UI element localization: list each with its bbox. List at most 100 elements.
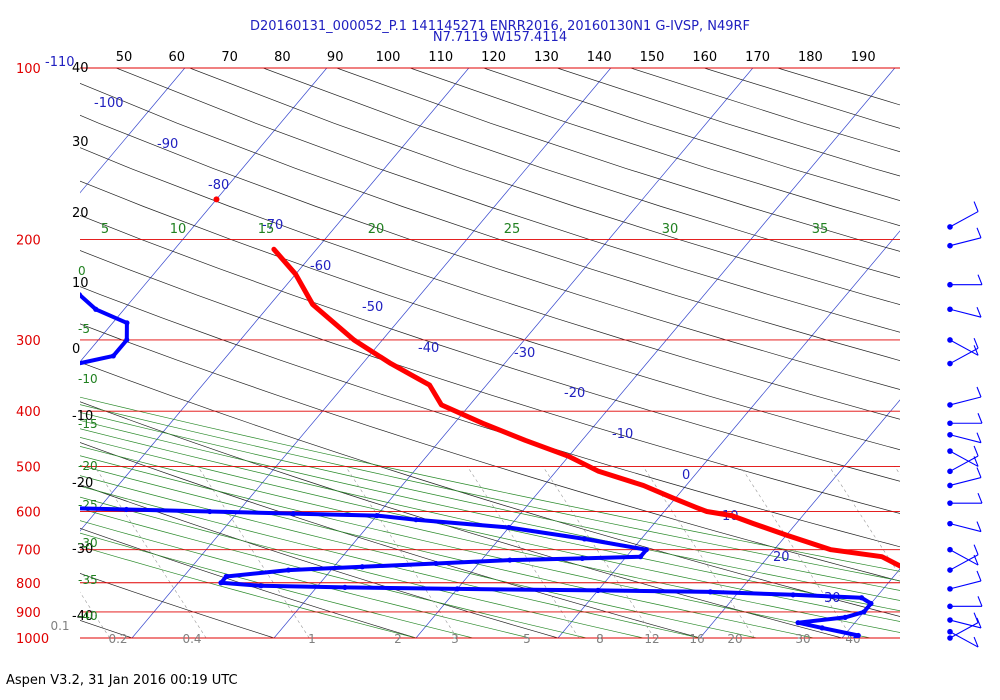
dry-adiabat-line — [80, 114, 900, 390]
mixing-ratio-label: 3 — [451, 632, 459, 646]
dewpoint-profile-line — [80, 292, 873, 638]
isotherm-label: -40 — [418, 341, 439, 356]
isotherm-line — [273, 68, 754, 638]
dewpoint-point — [454, 586, 460, 592]
mixing-ratio-line — [542, 466, 655, 638]
moist-adiabat-line — [80, 532, 473, 638]
left-temp-label: 20 — [72, 206, 89, 221]
wind-barb-flag — [973, 636, 979, 648]
chart-title-line-1: D20160131_000052_P.1 141145271 ENRR2016,… — [250, 19, 750, 34]
moist-adiabat-label: 10 — [170, 222, 187, 237]
moist-adiabat-line — [80, 520, 530, 638]
moist-adiabat-label: 30 — [662, 222, 679, 237]
moist-adiabat-label: 35 — [812, 222, 829, 237]
isotherm-label: 0 — [682, 468, 690, 483]
wind-barbs — [947, 201, 983, 648]
isotherm-label: -90 — [157, 137, 178, 152]
left-temp-label: -40 — [72, 609, 93, 624]
wind-barb-staff — [949, 237, 982, 247]
moist-adiabat-label: 5 — [101, 222, 109, 237]
wind-barb-flag — [977, 413, 983, 424]
wind-barb-flag — [973, 338, 979, 349]
left-temp-label: 0 — [72, 342, 80, 357]
dewpoint-point — [290, 511, 296, 517]
top-temp-label: 50 — [116, 50, 133, 65]
isotherm-label: -50 — [362, 300, 383, 315]
wind-barb-flag — [976, 227, 982, 238]
dewpoint-point — [93, 306, 99, 312]
moist-adiabat-line — [80, 545, 417, 638]
wind-barb-flag — [973, 201, 979, 212]
wind-barb-flag — [976, 306, 982, 318]
wind-barb-flag — [977, 596, 983, 607]
dry-adiabat-label: -20 — [78, 459, 98, 473]
dewpoint-point — [861, 609, 867, 615]
isotherm-label: -10 — [612, 427, 633, 442]
isotherm-label: -70 — [262, 218, 283, 233]
moist-adiabat-label: 20 — [368, 222, 385, 237]
mixing-ratio-label: 30 — [795, 632, 810, 646]
pressure-tick-label: 900 — [16, 606, 41, 621]
dewpoint-point — [124, 337, 130, 343]
mixing-ratio-label: 12 — [644, 632, 659, 646]
top-temp-label: 100 — [376, 50, 401, 65]
moist-adiabat-label: 15 — [258, 222, 275, 237]
dry-adiabat-label: -10 — [78, 372, 98, 386]
wind-barb-staff — [949, 549, 979, 566]
mixing-ratio-line — [345, 466, 458, 638]
pressure-tick-label: 100 — [16, 62, 41, 77]
pressure-tick-label: 1000 — [16, 632, 49, 647]
mixing-ratio-line — [467, 466, 580, 638]
footer-version-text: Aspen V3.2, 31 Jan 2016 00:19 UTC — [6, 673, 238, 688]
pressure-tick-label: 200 — [16, 234, 41, 249]
dewpoint-point — [110, 353, 116, 359]
top-temp-label: 190 — [851, 50, 876, 65]
wind-barb-staff — [949, 308, 982, 318]
left-temp-label: -10 — [72, 409, 93, 424]
dewpoint-point — [643, 547, 649, 553]
dry-adiabat-label: 0 — [78, 264, 86, 278]
wind-barb-flag — [973, 445, 979, 457]
dewpoint-point — [218, 580, 224, 586]
wind-barb-staff — [949, 523, 982, 533]
wind-barb-staff — [949, 622, 979, 639]
dewpoint-point — [795, 620, 801, 626]
mixing-ratio-label: 8 — [596, 632, 604, 646]
dewpoint-point — [80, 292, 83, 298]
wind-barb-flag — [976, 521, 982, 532]
top-temp-label: 80 — [274, 50, 291, 65]
chart-title-line-2: N7.7119 W157.4114 — [432, 30, 568, 45]
dewpoint-point — [359, 564, 365, 570]
wind-barb-flag — [977, 492, 983, 504]
wind-barb-staff — [949, 554, 979, 571]
left-temp-label: -30 — [72, 542, 93, 557]
dry-adiabat-label: -40 — [78, 609, 98, 623]
wind-barb-flag — [976, 432, 982, 443]
dry-adiabat-line — [80, 82, 900, 361]
wind-barb-flag — [973, 612, 979, 623]
dry-adiabat-line — [80, 215, 900, 482]
isotherm-line — [415, 68, 896, 638]
mixing-ratio-label: 5 — [523, 632, 531, 646]
dewpoint-point — [858, 595, 865, 601]
mixing-ratio-line — [94, 466, 207, 638]
dry-adiabat-line — [80, 147, 900, 420]
wind-barb-staff — [949, 347, 979, 365]
top-temp-label: 150 — [640, 50, 665, 65]
mixing-ratio-line — [828, 466, 900, 576]
top-temp-label: 140 — [587, 50, 612, 65]
dry-adiabat-label: -5 — [78, 322, 90, 336]
top-temp-label: 60 — [169, 50, 186, 65]
sounding-profiles — [80, 196, 900, 638]
wind-barb-flag — [976, 617, 982, 629]
mixing-ratio-label: 16 — [689, 632, 704, 646]
pressure-tick-label: 500 — [16, 460, 41, 475]
temperature-isolated-point — [213, 196, 220, 203]
isotherm-label: -60 — [310, 259, 331, 274]
wind-barb-staff — [949, 450, 979, 467]
pressure-tick-label: 300 — [16, 334, 41, 349]
left-temp-label: 10 — [72, 276, 89, 291]
dewpoint-point — [790, 592, 796, 598]
